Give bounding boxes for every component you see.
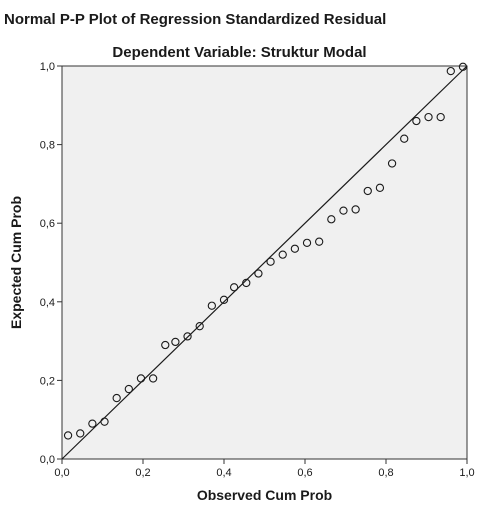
data-point xyxy=(278,250,287,259)
data-point xyxy=(195,322,204,331)
data-point xyxy=(458,62,468,71)
data-point xyxy=(136,374,146,383)
y-tick-label: 0,6 xyxy=(40,218,55,230)
data-point xyxy=(400,134,409,143)
data-point xyxy=(254,269,263,278)
data-point xyxy=(161,340,170,350)
data-point xyxy=(290,244,300,253)
data-point xyxy=(148,374,158,383)
data-point xyxy=(88,419,97,428)
data-point xyxy=(112,393,121,403)
data-point xyxy=(266,257,275,266)
data-point xyxy=(229,283,239,292)
chart-title: Normal P-P Plot of Regression Standardiz… xyxy=(4,11,387,28)
chart-subtitle: Dependent Variable: Struktur Modal xyxy=(112,44,367,61)
data-point xyxy=(387,159,397,168)
data-point xyxy=(207,301,216,310)
x-tick-label: 0,8 xyxy=(378,467,393,479)
x-axis-label: Observed Cum Prob xyxy=(197,487,332,503)
data-point xyxy=(363,186,372,196)
data-point xyxy=(339,206,348,215)
data-point xyxy=(76,429,85,438)
data-point xyxy=(302,238,312,247)
data-point xyxy=(242,278,251,288)
data-point xyxy=(171,337,180,347)
x-tick-label: 0,6 xyxy=(297,467,312,479)
y-tick-label: 0,4 xyxy=(40,297,55,309)
data-point xyxy=(375,183,385,192)
data-point xyxy=(63,431,73,440)
y-axis: 0,0 0,2 0,4 0,6 0,8 1,0 xyxy=(40,61,62,466)
y-tick-label: 0,0 xyxy=(40,454,55,466)
reference-line xyxy=(61,65,468,460)
x-tick-label: 0,0 xyxy=(54,467,69,479)
data-point xyxy=(446,66,455,76)
data-point xyxy=(315,237,324,246)
x-tick-label: 0,2 xyxy=(135,467,150,479)
x-tick-label: 1,0 xyxy=(459,467,474,479)
data-point xyxy=(327,215,336,224)
y-axis-label: Expected Cum Prob xyxy=(8,196,24,329)
y-tick-label: 0,2 xyxy=(40,375,55,387)
data-points xyxy=(63,62,468,440)
data-point xyxy=(436,112,445,122)
data-point xyxy=(351,205,360,214)
data-point xyxy=(183,332,192,341)
data-point xyxy=(412,116,421,126)
data-point xyxy=(424,112,433,122)
y-tick-label: 0,8 xyxy=(40,140,55,152)
data-point xyxy=(219,295,229,304)
x-tick-label: 0,4 xyxy=(216,467,231,479)
data-point xyxy=(124,384,133,394)
x-axis: 0,0 0,2 0,4 0,6 0,8 1,0 xyxy=(54,459,475,479)
y-tick-label: 1,0 xyxy=(40,61,55,73)
data-point xyxy=(100,417,109,426)
